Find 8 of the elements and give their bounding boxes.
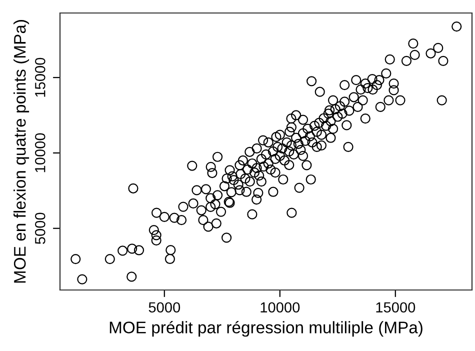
- y-tick-label: 5000: [34, 212, 46, 244]
- y-tick-label: 15000: [34, 58, 46, 97]
- y-tick-label: 10000: [34, 133, 46, 172]
- y-axis-title: MOE en flexion quatre points (MPa): [14, 20, 30, 283]
- x-tick-label: 5000: [148, 302, 180, 313]
- x-axis-title: MOE prédit par régression multiliple (MPa): [110, 320, 422, 337]
- x-tick-label: 15000: [376, 302, 416, 313]
- x-tick-label: 10000: [260, 302, 300, 313]
